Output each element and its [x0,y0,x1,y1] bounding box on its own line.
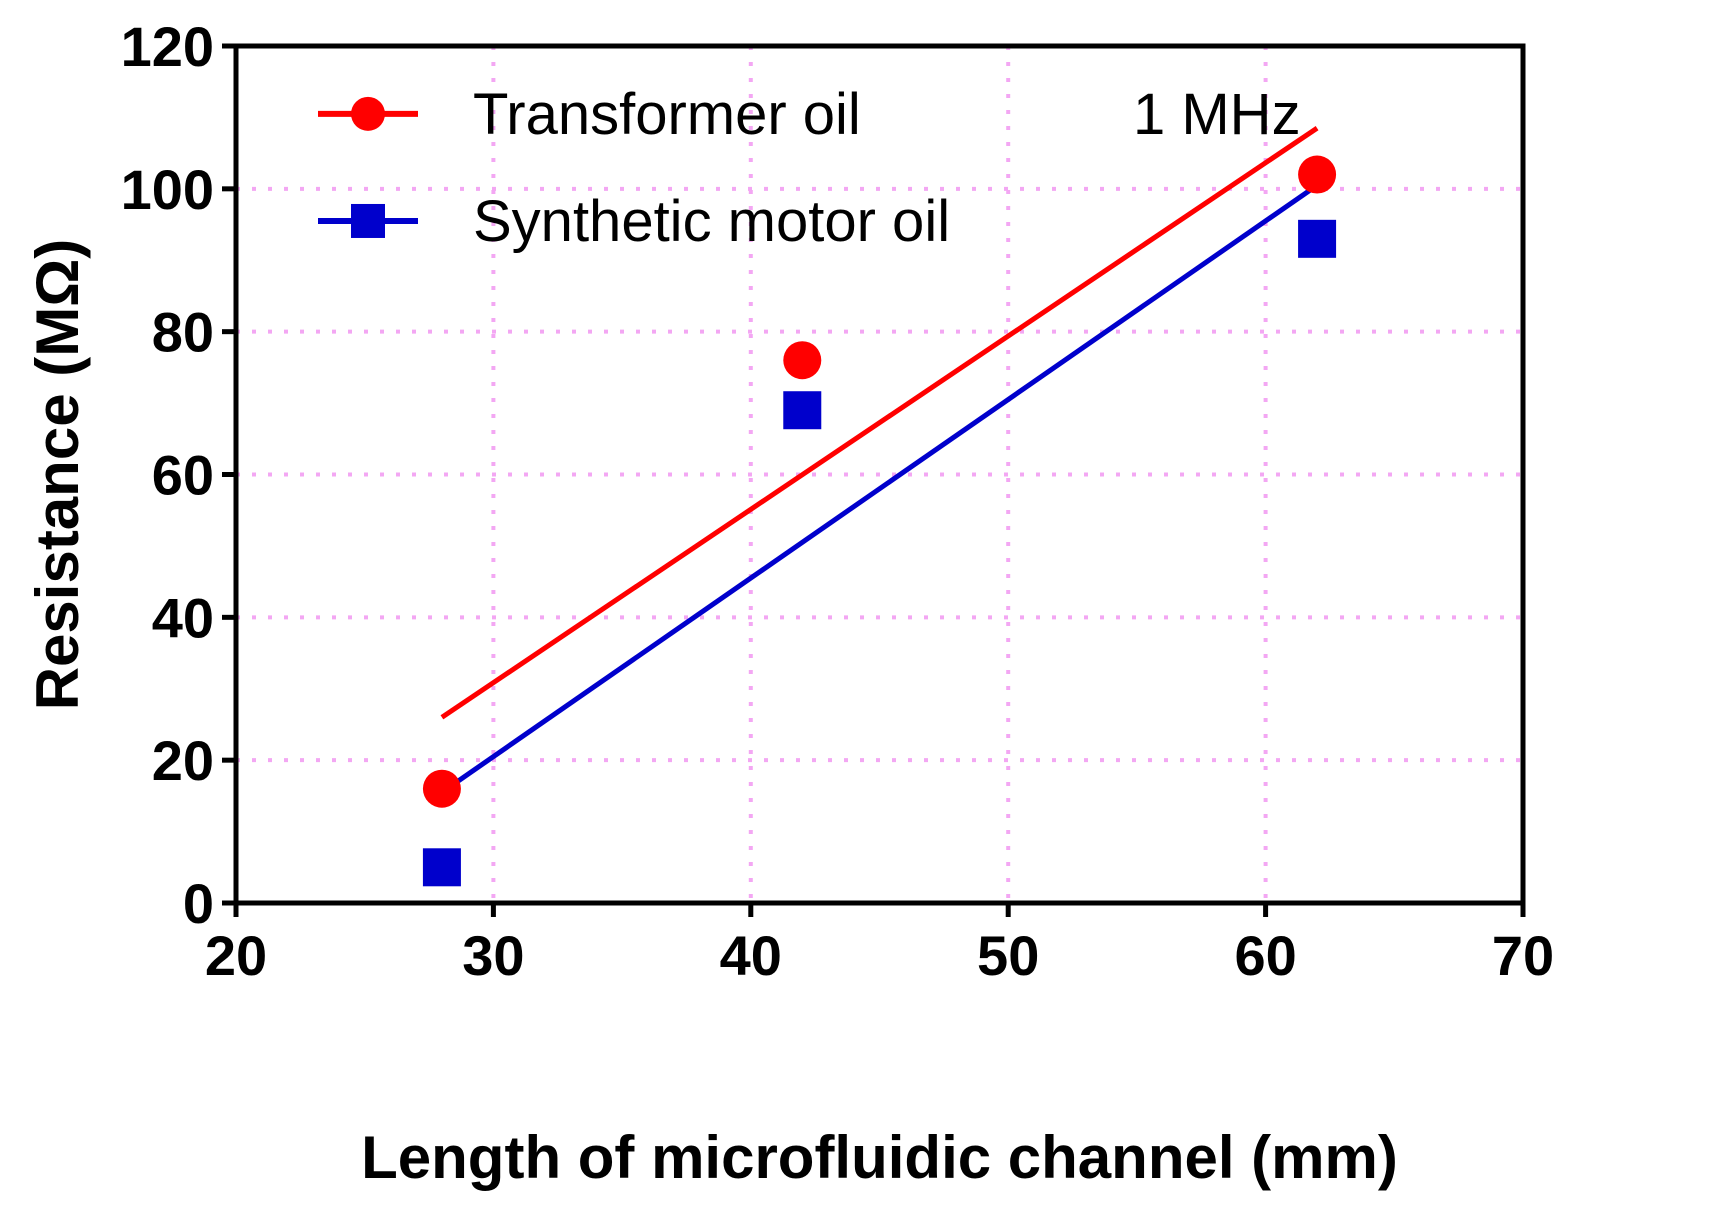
y-tick-label-80: 80 [152,301,214,364]
x-tick-label-30: 30 [462,924,524,987]
fit-line-series-1 [440,183,1319,795]
y-tick-label-120: 120 [121,15,214,78]
data-markers [422,155,1337,887]
point-series-1-2 [1298,219,1337,258]
legend-label-synthetic-motor-oil: Synthetic motor oil [473,189,950,254]
legend-entry-transformer-oil: Transformer oil [318,82,861,147]
y-tick-label-100: 100 [121,158,214,221]
x-tick-label-40: 40 [720,924,782,987]
x-tick-label-70: 70 [1492,924,1554,987]
y-tick-label-60: 60 [152,444,214,507]
y-tick-label-40: 40 [152,586,214,649]
legend-marker-transformer-oil [351,96,385,131]
fit-line-series-0 [440,126,1319,720]
y-tick-label-0: 0 [183,872,214,935]
y-axis-title: Resistance (MΩ) [24,239,91,711]
point-series-0-0 [422,769,461,808]
legend-entry-synthetic-motor-oil: Synthetic motor oil [318,189,950,254]
legend-label-transformer-oil: Transformer oil [473,82,861,147]
fit-lines [440,126,1319,795]
point-series-1-0 [422,848,461,887]
legend: Transformer oil Synthetic motor oil [318,82,950,254]
y-tick-label-20: 20 [152,729,214,792]
x-tick-label-20: 20 [205,924,267,987]
x-tick-label-60: 60 [1234,924,1296,987]
x-axis-title: Length of microfluidic channel (mm) [361,1124,1398,1191]
frequency-annotation: 1 MHz [1133,82,1301,147]
point-series-0-1 [783,341,822,380]
legend-marker-synthetic-motor-oil [351,203,385,238]
point-series-0-2 [1298,155,1337,194]
x-tick-label-50: 50 [977,924,1039,987]
point-series-1-1 [783,391,822,430]
